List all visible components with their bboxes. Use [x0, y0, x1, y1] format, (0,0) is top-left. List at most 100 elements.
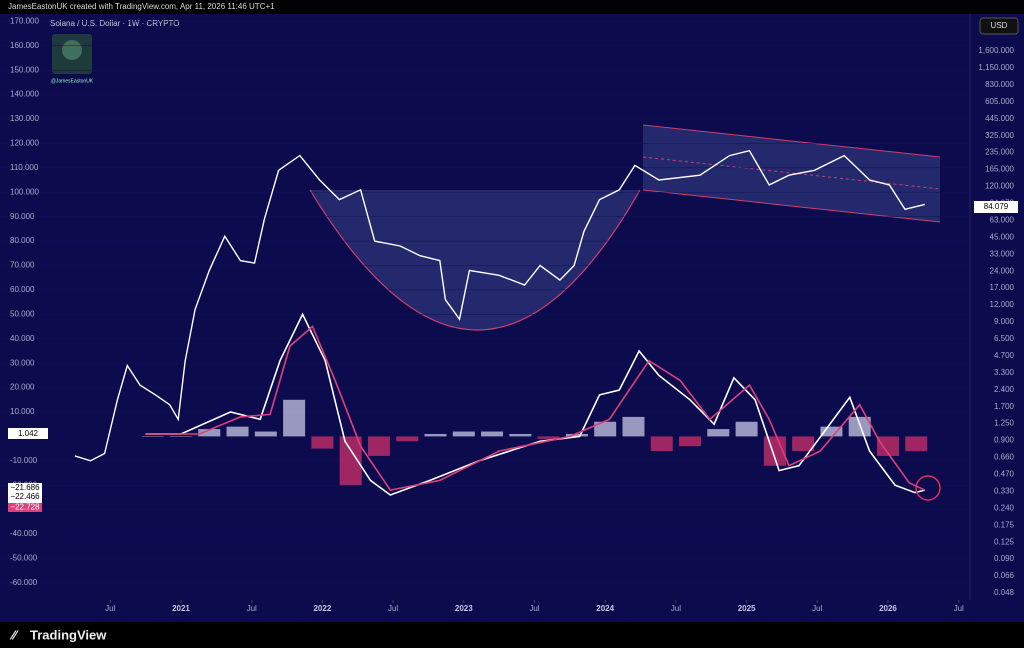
highlight-circle [915, 475, 941, 501]
y-tick-label: 40.000 [10, 334, 35, 343]
y-tick-label: 60.000 [10, 285, 35, 294]
histogram-bar [905, 436, 928, 452]
y-tick-label: -10.000 [10, 456, 38, 465]
price-scale-label: 165.000 [985, 165, 1014, 174]
price-scale-label: 6.500 [994, 334, 1015, 343]
channel-top [642, 124, 941, 158]
price-scale-label: 0.330 [994, 486, 1015, 495]
indicator-label: −22.466 [10, 492, 40, 501]
x-tick-label: Jul [671, 604, 681, 613]
histogram-bar [679, 436, 702, 447]
histogram-bar [820, 426, 843, 437]
x-tick-label: 2024 [596, 604, 614, 613]
series-line [74, 149, 925, 462]
symbol-title: Solana / U.S. Dollar · 1W · CRYPTO [50, 19, 180, 28]
x-tick-label: Jul [812, 604, 822, 613]
last-price: 84.079 [984, 202, 1009, 211]
y-tick-label: -60.000 [10, 578, 38, 587]
histogram-bar [650, 436, 673, 452]
price-scale-label: 2.400 [994, 385, 1015, 394]
y-tick-label: 160.000 [10, 41, 39, 50]
histogram-bar [424, 433, 447, 437]
x-tick-label: Jul [529, 604, 539, 613]
price-scale-label: 0.900 [994, 436, 1015, 445]
price-scale-label: 0.470 [994, 470, 1015, 479]
price-scale-label: 17.000 [990, 283, 1015, 292]
series-line [145, 325, 926, 491]
price-scale-label: 0.090 [994, 554, 1015, 563]
y-tick-label: 130.000 [10, 114, 39, 123]
y-tick-label: 150.000 [10, 65, 39, 74]
x-tick-label: Jul [388, 604, 398, 613]
histogram-bar [311, 436, 334, 449]
y-tick-label: 140.000 [10, 90, 39, 99]
y-tick-label: 30.000 [10, 358, 35, 367]
indicator-label: −21.686 [10, 483, 40, 492]
cup-fill [310, 190, 640, 330]
y-tick-label: 50.000 [10, 309, 35, 318]
price-scale-label: 445.000 [985, 114, 1014, 123]
price-scale-label: 0.048 [994, 588, 1015, 597]
x-tick-label: 2021 [172, 604, 190, 613]
channel-mid [642, 156, 941, 190]
histogram-bar [792, 436, 815, 452]
histogram-bar [848, 416, 871, 437]
cup-curve [309, 189, 641, 331]
price-scale-label: 33.000 [990, 249, 1015, 258]
price-scale-label: 325.000 [985, 131, 1014, 140]
histogram-bar [565, 433, 588, 437]
histogram-bar [198, 429, 221, 437]
currency-badge[interactable] [979, 17, 1019, 35]
histogram-bar [396, 436, 419, 442]
histogram-bar [283, 399, 306, 437]
histogram-bar [481, 431, 504, 437]
price-scale-label: 0.660 [994, 453, 1015, 462]
price-scale-label: 9.000 [994, 317, 1015, 326]
y-tick-label: 20.000 [10, 383, 35, 392]
price-scale-label: 120.000 [985, 182, 1014, 191]
x-tick-label: 2023 [455, 604, 473, 613]
header: JamesEastonUK created with TradingView.c… [8, 2, 275, 11]
footer-brand: TradingView [30, 627, 107, 642]
last-price-badge [974, 201, 1018, 213]
y-tick-label: 110.000 [10, 163, 39, 172]
price-scale-label: 605.000 [985, 97, 1014, 106]
price-scale-label: 0.066 [994, 571, 1015, 580]
logo-mark: ⁄⁄ [9, 627, 19, 642]
x-tick-label: 2026 [879, 604, 897, 613]
currency[interactable]: USD [991, 21, 1008, 30]
watermark: @JamesEastonUK [51, 78, 94, 84]
histogram-bar [876, 436, 899, 456]
price-scale-label: 0.125 [994, 537, 1015, 546]
histogram-bar [339, 436, 362, 486]
indicator-label: −22.728 [10, 503, 40, 512]
y-tick-label: 90.000 [10, 212, 35, 221]
histogram-bar [594, 421, 617, 437]
indicator-badge [8, 428, 48, 439]
avatar-figure [62, 40, 82, 60]
x-tick-label: Jul [247, 604, 257, 613]
histogram-bar [735, 421, 758, 437]
series-line [145, 312, 925, 496]
x-tick-label: 2022 [313, 604, 331, 613]
price-scale-label: 0.240 [994, 503, 1015, 512]
histogram-bar [141, 436, 164, 437]
x-tick-label: Jul [954, 604, 964, 613]
y-tick-label: 170.000 [10, 16, 39, 25]
price-scale-label: 0.175 [994, 520, 1015, 529]
histogram-bar [622, 416, 645, 437]
price-scale-label: 12.000 [990, 300, 1015, 309]
price-scale-label: 1,150.000 [978, 63, 1014, 72]
price-scale-label: 1.700 [994, 402, 1015, 411]
x-tick-label: 2025 [738, 604, 756, 613]
y-tick-label: 70.000 [10, 261, 35, 270]
y-tick-label: 120.000 [10, 139, 39, 148]
histogram-bar [509, 433, 532, 437]
price-scale-label: 24.000 [990, 266, 1015, 275]
price-scale-label: 1.250 [994, 419, 1015, 428]
histogram-bar [707, 429, 730, 437]
y-tick-label: 100.000 [10, 187, 39, 196]
price-scale-label: 45.000 [990, 232, 1015, 241]
price-scale-label: 4.700 [994, 351, 1015, 360]
histogram-bar [367, 436, 390, 456]
